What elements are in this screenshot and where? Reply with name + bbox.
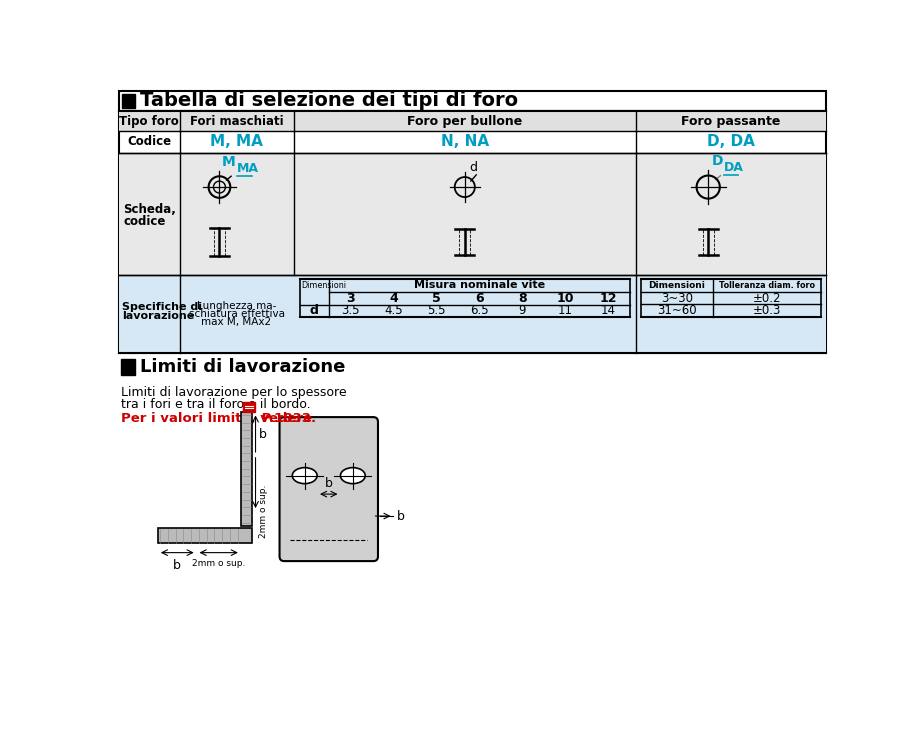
Ellipse shape (292, 467, 317, 484)
Text: 2mm o sup.: 2mm o sup. (259, 484, 267, 538)
Text: d: d (310, 305, 319, 317)
Text: 9: 9 (519, 305, 526, 317)
Text: 14: 14 (601, 305, 616, 317)
Text: tra i fori e tra il foro e il bordo.: tra i fori e tra il foro e il bordo. (122, 398, 311, 411)
Text: Specifiche di: Specifiche di (123, 302, 202, 312)
Text: Lunghezza ma-: Lunghezza ma- (197, 301, 277, 311)
Text: D, DA: D, DA (707, 135, 755, 149)
Text: DA: DA (724, 161, 743, 174)
Text: 2mm o sup.: 2mm o sup. (192, 559, 245, 567)
Text: 8: 8 (518, 291, 526, 305)
Text: lavorazione: lavorazione (123, 311, 195, 321)
Text: b: b (173, 559, 182, 572)
Bar (119, 111, 826, 353)
Text: Codice: Codice (127, 135, 171, 149)
Text: P.1833.: P.1833. (257, 412, 316, 425)
Bar (158, 528, 252, 543)
Bar (119, 153, 826, 275)
Text: ±0.2: ±0.2 (753, 291, 781, 305)
Text: MA: MA (237, 162, 259, 174)
Text: 3.5: 3.5 (341, 305, 360, 317)
Text: Scheda,: Scheda, (123, 202, 176, 216)
Text: 10: 10 (557, 291, 574, 305)
Text: Tabella di selezione dei tipi di foro: Tabella di selezione dei tipi di foro (140, 91, 518, 110)
Text: Foro passante: Foro passante (681, 115, 781, 127)
Text: 31~60: 31~60 (657, 304, 697, 317)
Text: Dimensioni: Dimensioni (301, 281, 347, 290)
Text: M, MA: M, MA (210, 135, 263, 149)
Text: Tipo foro: Tipo foro (120, 115, 179, 127)
Text: 6.5: 6.5 (470, 305, 489, 317)
Text: 12: 12 (599, 291, 617, 305)
Text: Foro per bullone: Foro per bullone (408, 115, 523, 127)
Text: d: d (469, 160, 478, 174)
FancyBboxPatch shape (279, 417, 378, 561)
Text: max M, MAx2: max M, MAx2 (202, 316, 272, 327)
Text: Dimensioni: Dimensioni (648, 281, 705, 290)
Text: b: b (259, 428, 266, 441)
Text: schiatura effettiva: schiatura effettiva (188, 309, 285, 319)
Bar (243, 402, 254, 411)
Text: Tolleranza diam. foro: Tolleranza diam. foro (719, 281, 815, 290)
Text: Misura nominale vite: Misura nominale vite (414, 280, 545, 291)
Text: 5: 5 (432, 291, 441, 305)
Bar (241, 412, 252, 526)
Bar (119, 275, 826, 353)
Text: ±0.3: ±0.3 (753, 304, 781, 317)
Text: Limiti di lavorazione per lo spessore: Limiti di lavorazione per lo spessore (122, 386, 347, 398)
Text: 4: 4 (389, 291, 398, 305)
Bar (122, 359, 135, 375)
Text: 4.5: 4.5 (384, 305, 403, 317)
Text: Fori maschiati: Fori maschiati (190, 115, 283, 127)
Text: 6: 6 (475, 291, 484, 305)
Text: 11: 11 (558, 305, 573, 317)
Text: 3~30: 3~30 (661, 291, 692, 305)
Bar (123, 93, 135, 108)
Text: Per i valori limite, vedere: Per i valori limite, vedere (122, 412, 317, 425)
Text: D: D (712, 154, 723, 168)
Text: M: M (222, 155, 236, 169)
Text: 5.5: 5.5 (427, 305, 446, 317)
Text: 3: 3 (347, 291, 355, 305)
Text: N, NA: N, NA (441, 135, 489, 149)
Bar (119, 111, 826, 131)
Text: codice: codice (123, 215, 165, 228)
Bar (119, 91, 826, 110)
Text: b: b (325, 477, 333, 490)
Text: b: b (396, 509, 405, 523)
Text: Limiti di lavorazione: Limiti di lavorazione (140, 358, 346, 376)
Ellipse shape (340, 467, 365, 484)
